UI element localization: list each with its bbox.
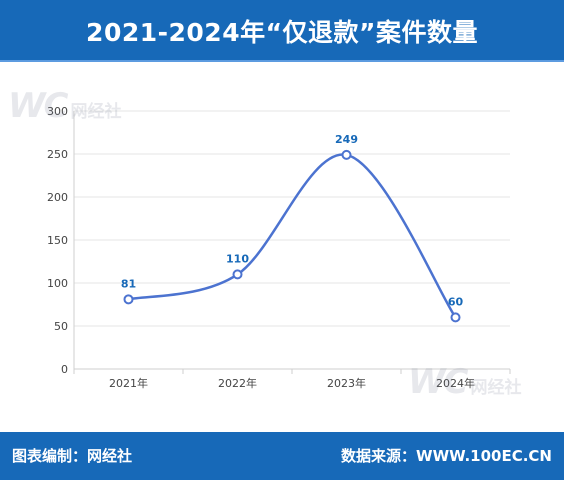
y-tick-label: 0	[61, 363, 68, 376]
x-tick-label: 2022年	[218, 376, 257, 390]
chart-footer: 图表编制：网经社 数据来源：WWW.100EC.CN	[0, 432, 564, 480]
y-tick-label: 300	[47, 105, 68, 118]
data-point	[123, 294, 134, 305]
chart-title: 2021-2024年“仅退款”案件数量	[86, 18, 478, 47]
x-tick-label: 2021年	[109, 376, 148, 390]
x-tick-label: 2024年	[436, 376, 475, 390]
chart-header: 2021-2024年“仅退款”案件数量	[0, 0, 564, 62]
y-tick-label: 100	[47, 277, 68, 290]
chart-area: 0 50 100 150 200 250 300 2021年 2022年 2023年 2024年 81…	[0, 62, 564, 432]
y-tick-label: 250	[47, 148, 68, 161]
data-label: 249	[335, 133, 358, 146]
line-chart: 0 50 100 150 200 250 300 2021年 2022年 2023年 2024年 81…	[47, 105, 511, 390]
y-tick-label: 200	[47, 191, 68, 204]
data-point	[232, 269, 243, 280]
y-tick-label: 150	[47, 234, 68, 247]
data-label: 110	[226, 252, 249, 265]
x-tick-label: 2023年	[327, 376, 366, 390]
y-tick-label: 50	[54, 320, 68, 333]
header-underline	[0, 60, 564, 62]
series-line	[128, 153, 457, 319]
data-label: 60	[448, 295, 464, 308]
footer-source: 数据来源：WWW.100EC.CN	[341, 447, 552, 465]
data-label: 81	[121, 277, 136, 290]
footer-compiler: 图表编制：网经社	[12, 447, 133, 465]
data-point	[341, 149, 352, 160]
data-point	[450, 312, 461, 323]
